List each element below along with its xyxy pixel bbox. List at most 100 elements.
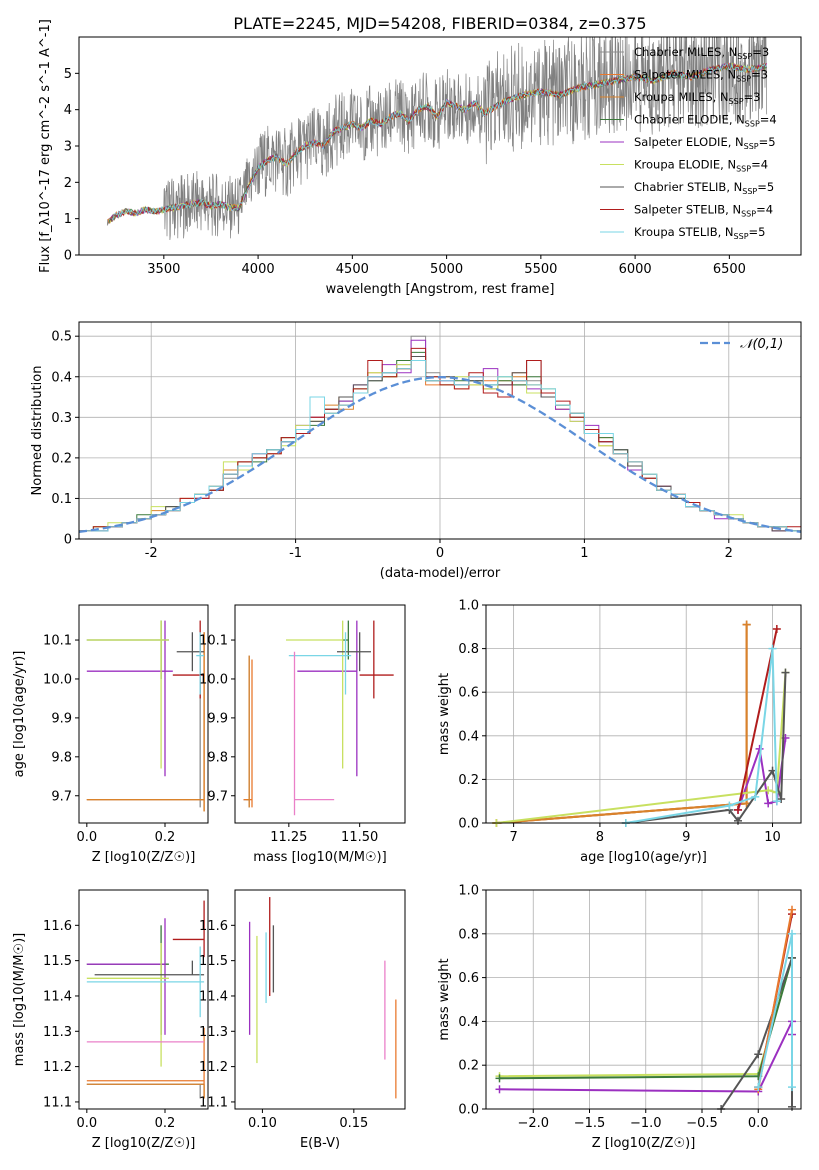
y-tick-label: 0.5 <box>51 330 72 345</box>
axes-frame <box>78 604 209 824</box>
error-bars <box>248 897 397 1099</box>
normal-curve <box>79 376 801 534</box>
y-tick-label: 11.5 <box>199 954 228 969</box>
spectrum-legend: Chabrier MILES, NSSP=3 Salpeter MILES, NS… <box>600 45 777 241</box>
y-tick-label: 10.1 <box>43 634 72 649</box>
y-tick-label: 0.3 <box>51 411 72 426</box>
plot-area: 3500 4000 4500 5000 5500 6000 6500 0 1 2 3 4 5 wavele… <box>12 19 802 1151</box>
y-tick-label: 9.7 <box>207 789 228 804</box>
spectrum-lines <box>106 37 768 241</box>
y-tick-label: 3 <box>64 140 72 155</box>
y-tick-label: 0.4 <box>458 729 479 744</box>
residuals-panel: -2 -1 0 1 2 0 0.1 0.2 0.3 0.4 0.5 (data-model)/erro… <box>30 321 802 581</box>
age-vs-Z-panel: 0.0 0.2 9.7 9.8 9.9 10.0 10.1 Z [log10(Z/Z☉)] ag… <box>12 604 209 865</box>
model-spectrum-line <box>111 63 767 222</box>
y-tick-label: 9.8 <box>207 750 228 765</box>
legend-label: 𝒩(0,1) <box>740 337 783 352</box>
mass-vs-ebv-panel: 0.10 0.15 11.1 11.2 11.3 11.4 11.5 11.6 E(B-V) <box>199 889 406 1151</box>
legend-value: =3 <box>752 45 769 59</box>
y-tick-label: 0.8 <box>458 927 479 942</box>
y-tick-label: 0.2 <box>51 451 72 466</box>
weight-line <box>496 624 748 824</box>
x-tick-label: 4000 <box>242 262 275 277</box>
x-tick-label: 4500 <box>336 262 369 277</box>
x-axis-label: mass [log10(M/M☉)] <box>253 850 386 865</box>
x-tick-label: -1 <box>289 546 302 561</box>
y-tick-label: 9.8 <box>51 750 72 765</box>
x-axis-label: wavelength [Angstrom, rest frame] <box>326 282 555 297</box>
x-axis-label: Z [log10(Z/Z☉)] <box>92 1136 196 1151</box>
mass-vs-Z-panel: 0.0 0.2 11.1 11.2 11.3 11.4 11.5 11.6 Z [log10(Z… <box>12 889 209 1151</box>
legend-subscript: SSP <box>736 165 751 174</box>
y-tick-label: 1 <box>64 212 72 227</box>
y-tick-label: 2 <box>64 176 72 191</box>
model-spectrum-line <box>110 62 767 222</box>
x-tick-label: −2.0 <box>517 1116 549 1131</box>
legend-label: Salpeter MILES, NSSP=3 <box>634 68 768 84</box>
legend-label: Chabrier STELIB, NSSP=5 <box>634 180 774 196</box>
y-tick-label: 5 <box>64 67 72 82</box>
x-tick-label: 0.2 <box>155 830 176 845</box>
y-tick-label: 0.0 <box>458 817 479 832</box>
y-tick-label: 10.1 <box>199 634 228 649</box>
y-tick-label: 1.0 <box>458 599 479 614</box>
x-axis-label: Z [log10(Z/Z☉)] <box>92 850 196 865</box>
x-tick-label: 0.0 <box>748 1116 769 1131</box>
error-bars <box>86 620 205 812</box>
x-tick-label: 0.0 <box>76 1116 97 1131</box>
weight-line <box>496 672 787 824</box>
axes-frame <box>485 604 802 824</box>
weight-vs-age-panel: 7 8 9 10 0.0 0.2 0.4 0.6 0.8 1.0 age [log10(age/yr… <box>437 599 802 865</box>
y-tick-label: 0.0 <box>458 1103 479 1118</box>
x-tick-label: -2 <box>145 546 158 561</box>
x-axis-label: (data-model)/error <box>380 566 501 581</box>
y-tick-label: 10.0 <box>43 672 72 687</box>
x-tick-label: 0 <box>436 546 444 561</box>
legend-value: =4 <box>756 203 773 217</box>
x-tick-label: 11.25 <box>270 830 307 845</box>
x-tick-label: −0.5 <box>686 1116 718 1131</box>
error-bars <box>86 900 205 1099</box>
y-axis-label: mass weight <box>437 958 452 1040</box>
legend-subscript: SSP <box>736 75 751 84</box>
x-tick-label: 0.2 <box>155 1116 176 1131</box>
x-tick-label: 10 <box>764 830 781 845</box>
y-axis-label: Flux [f_λ10^-17 erg cm^-2 s^-1 A^-1] <box>38 19 53 273</box>
y-tick-label: 0 <box>64 533 72 548</box>
legend-subscript: SSP <box>737 52 752 61</box>
y-axis-label: age [log10(age/yr)] <box>12 651 27 778</box>
axes-frame <box>234 604 406 824</box>
x-tick-label: 5500 <box>524 262 557 277</box>
legend-label: Kroupa MILES, NSSP=3 <box>634 90 760 106</box>
legend-value: =3 <box>751 68 768 82</box>
legend-label: Kroupa ELODIE, NSSP=4 <box>634 158 768 174</box>
y-tick-label: 11.3 <box>43 1025 72 1040</box>
y-axis-label: mass weight <box>437 673 452 755</box>
x-tick-label: 8 <box>596 830 604 845</box>
figure-title: PLATE=2245, MJD=54208, FIBERID=0384, z=0… <box>233 14 646 33</box>
y-tick-label: 0.2 <box>458 1059 479 1074</box>
weight-line <box>757 933 793 1088</box>
x-axis-label: age [log10(age/yr)] <box>580 850 707 865</box>
x-axis-label: E(B-V) <box>300 1136 340 1151</box>
y-tick-label: 11.1 <box>43 1095 72 1110</box>
legend-value: =5 <box>757 180 774 194</box>
y-tick-label: 4 <box>64 103 72 118</box>
x-tick-label: −1.0 <box>630 1116 662 1131</box>
y-tick-label: 0.1 <box>51 492 72 507</box>
x-axis-label: Z [log10(Z/Z☉)] <box>592 1136 696 1151</box>
legend-label: Kroupa STELIB, NSSP=5 <box>634 225 765 241</box>
y-tick-label: 11.2 <box>43 1060 72 1075</box>
legend-subscript: SSP <box>744 142 759 151</box>
x-tick-label: 9 <box>682 830 690 845</box>
axes-frame <box>234 889 406 1110</box>
weight-lines <box>492 620 790 827</box>
y-tick-label: 0.6 <box>458 971 479 986</box>
x-tick-label: 5000 <box>430 262 463 277</box>
legend-value: =4 <box>760 113 777 127</box>
x-tick-label: 0.0 <box>76 830 97 845</box>
x-tick-label: 0.15 <box>339 1116 368 1131</box>
error-bars <box>243 620 394 816</box>
legend-value: =3 <box>744 90 761 104</box>
legend-value: =5 <box>749 225 766 239</box>
